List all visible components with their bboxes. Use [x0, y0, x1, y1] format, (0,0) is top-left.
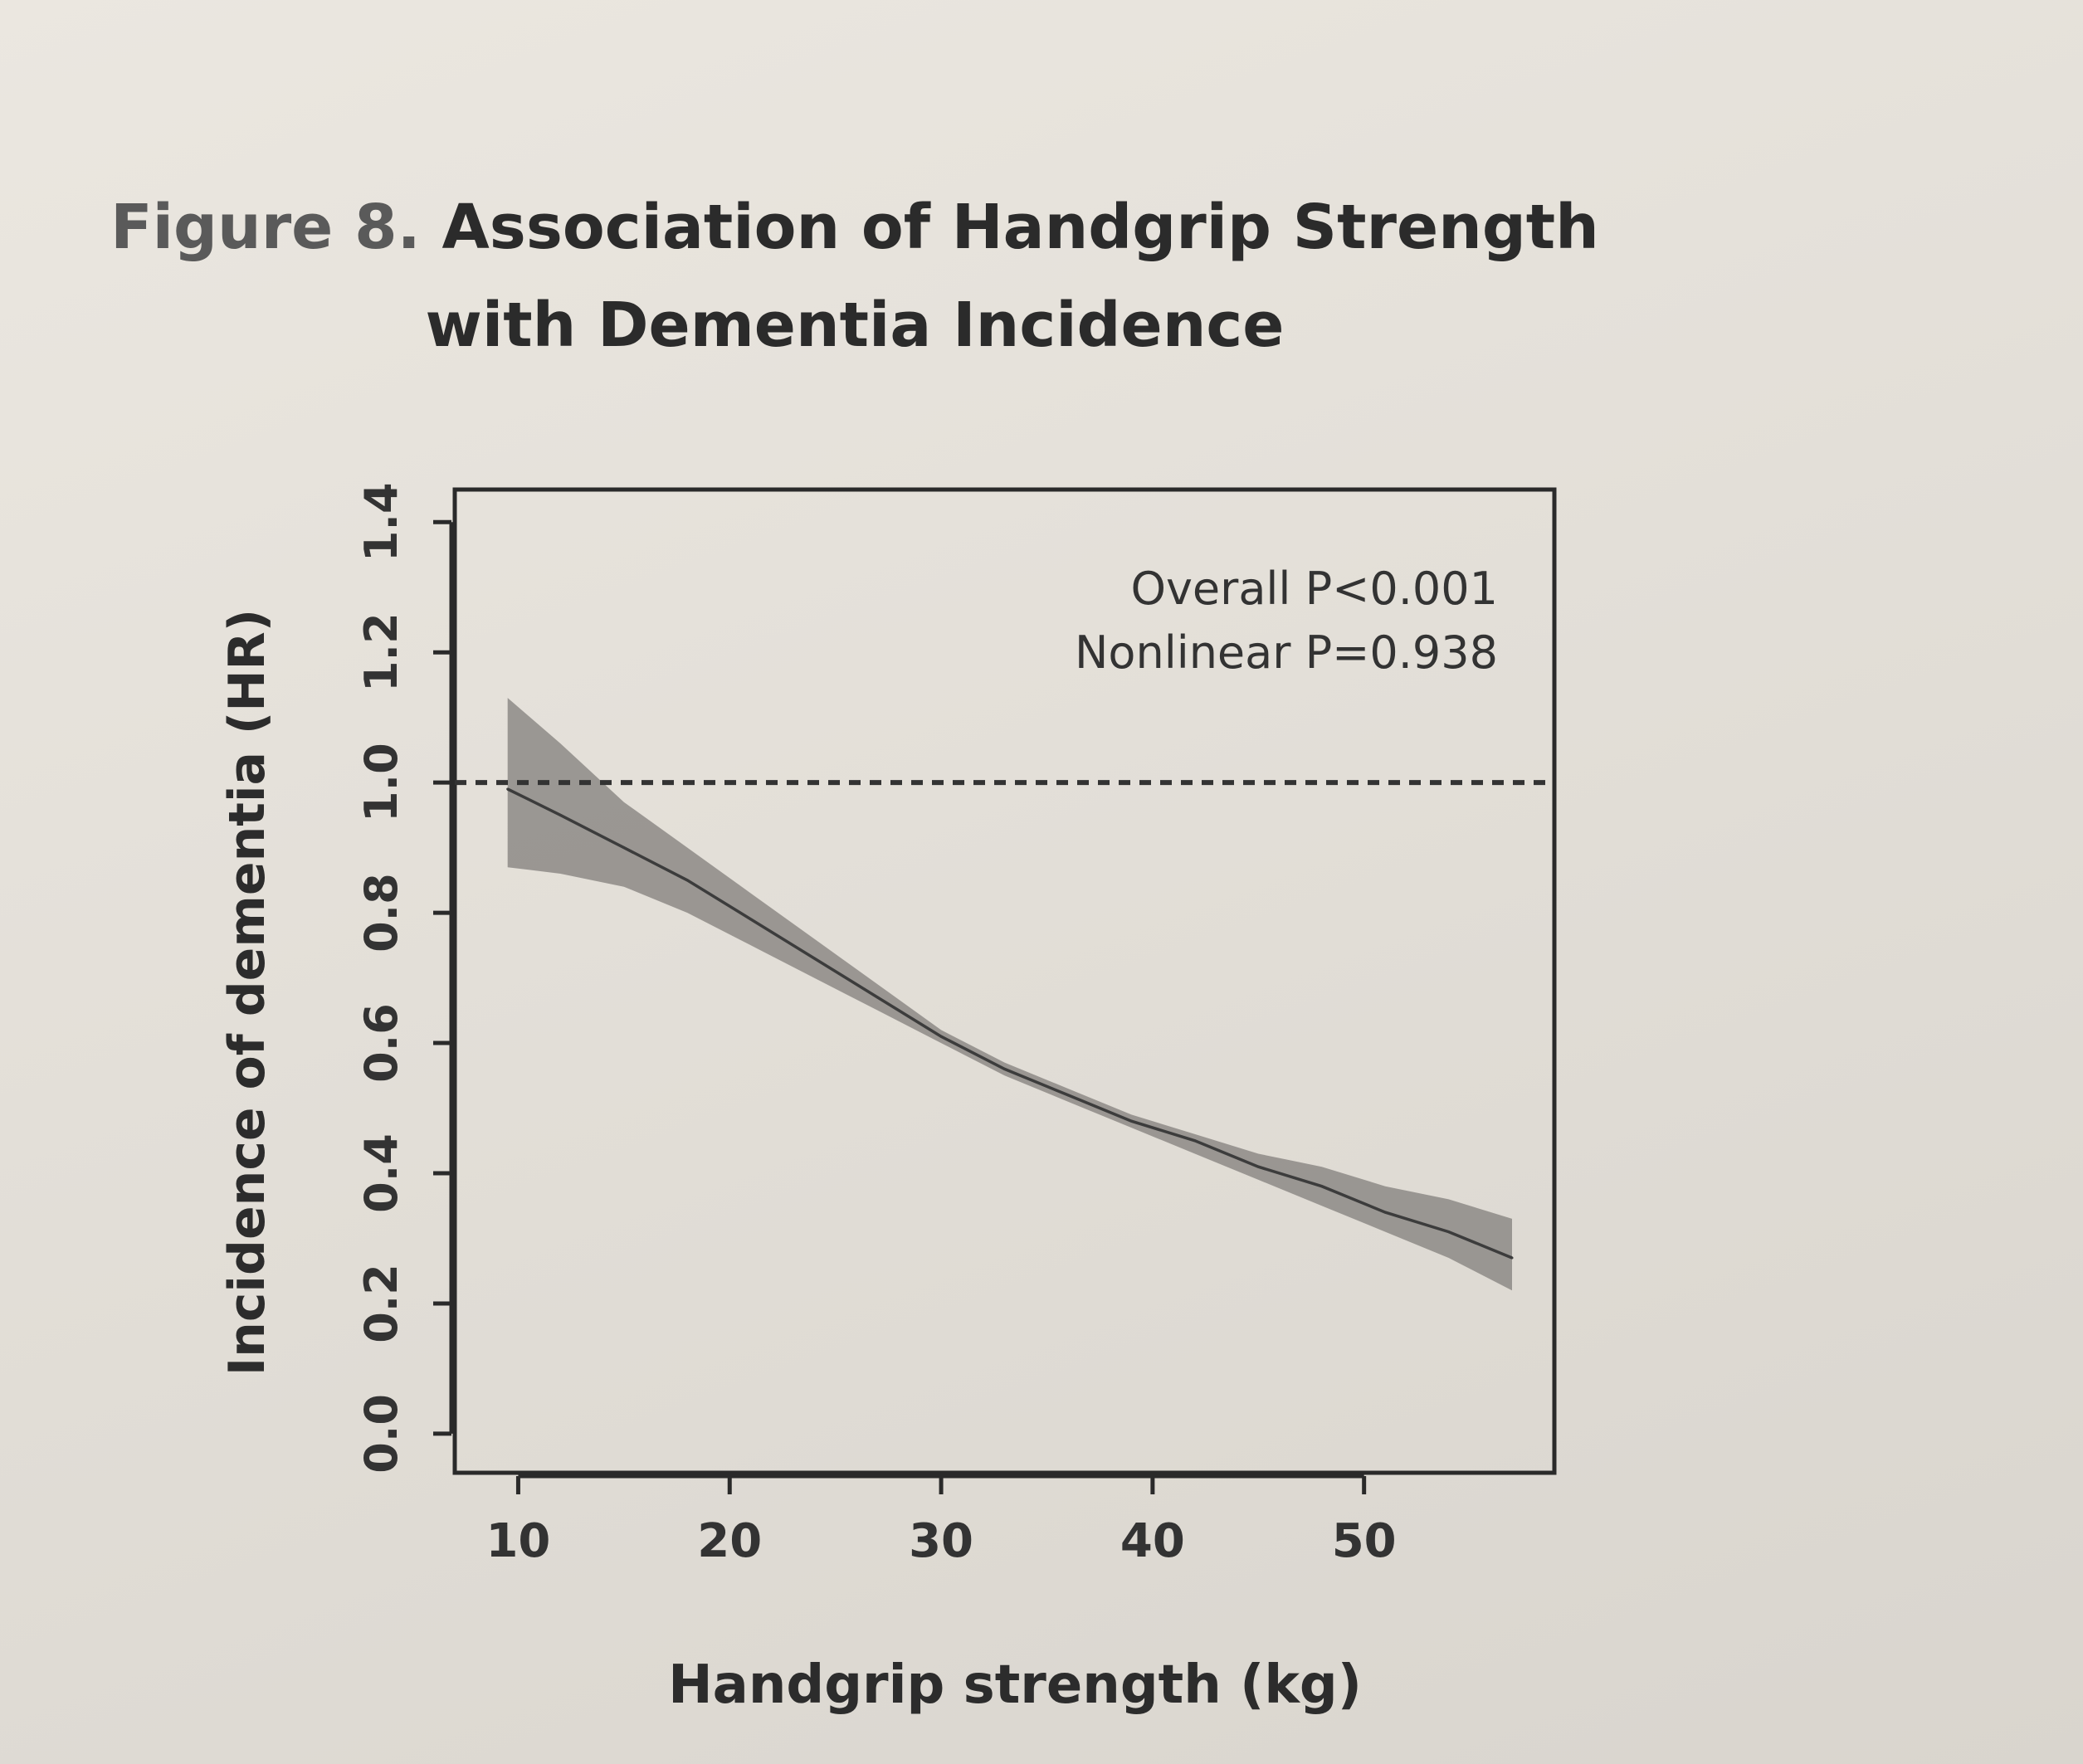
- hr-point: [939, 1035, 943, 1038]
- figure-title-line1: Association of Handgrip Strength: [441, 192, 1599, 263]
- confidence-band: [507, 698, 1513, 1291]
- hr-point: [1193, 1139, 1197, 1143]
- y-tick-label: 0.2: [355, 1264, 407, 1343]
- hr-point: [685, 879, 689, 882]
- hr-point: [622, 846, 626, 850]
- hr-point: [749, 918, 753, 921]
- hr-point: [1003, 1067, 1006, 1070]
- hr-point: [1383, 1211, 1387, 1214]
- x-tick-label: 50: [1332, 1514, 1397, 1568]
- hr-point: [559, 813, 562, 816]
- figure-title: Figure 8. Association of Handgrip Streng…: [0, 178, 1710, 374]
- y-tick-label: 1.0: [355, 743, 407, 822]
- y-tick-label: 1.4: [355, 482, 407, 562]
- figure-title-line2: with Dementia Incidence: [425, 290, 1285, 361]
- y-tick-label: 1.2: [355, 612, 407, 692]
- plot-frame: [452, 487, 1557, 1475]
- hr-point: [1066, 1094, 1070, 1097]
- hr-point: [812, 957, 816, 960]
- hr-point: [1447, 1230, 1451, 1234]
- x-tick-label: 30: [909, 1514, 973, 1568]
- x-tick-label: 20: [697, 1514, 762, 1568]
- hr-point: [1510, 1256, 1514, 1260]
- x-tick-label: 10: [485, 1514, 550, 1568]
- y-tick-label: 0.6: [355, 1003, 407, 1083]
- annotation-overall-p: Overall P<0.001: [1130, 563, 1498, 615]
- y-tick-label: 0.4: [355, 1133, 407, 1213]
- x-axis-label: Handgrip strength (kg): [668, 1654, 1362, 1716]
- hr-point: [876, 996, 880, 999]
- annotation-nonlinear-p: Nonlinear P=0.938: [1075, 626, 1498, 679]
- y-tick-label: 0.8: [355, 873, 407, 953]
- hr-point: [1256, 1165, 1260, 1168]
- y-axis-label: Incidence of dementia (HR): [218, 609, 276, 1376]
- y-tick-label: 0.0: [355, 1394, 407, 1474]
- x-tick-label: 40: [1120, 1514, 1185, 1568]
- hr-point: [506, 787, 510, 791]
- hr-point: [1129, 1119, 1133, 1123]
- hr-point: [1320, 1185, 1324, 1188]
- figure-label: Figure 8.: [110, 192, 421, 263]
- plot-area: 0.0 0.2 0.4 0.6 0.8 1.0 1.2 1.4 10 20 30 40 50: [355, 482, 1557, 1568]
